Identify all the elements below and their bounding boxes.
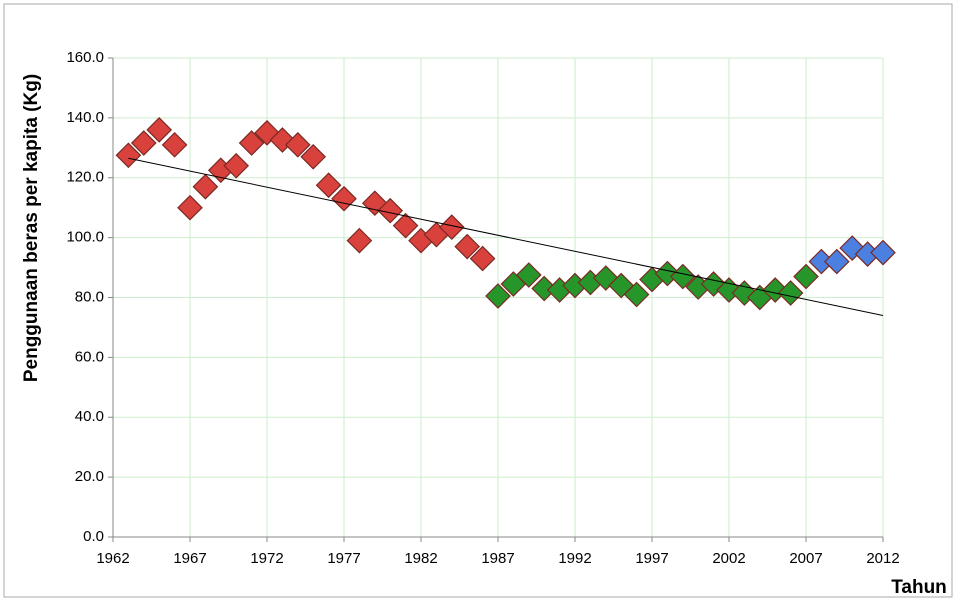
x-tick-label: 1962: [96, 550, 129, 567]
point: [192, 173, 219, 200]
y-tick-label: 0.0: [83, 528, 104, 545]
y-tick-label: 20.0: [75, 468, 104, 485]
x-tick-label: 1977: [327, 550, 360, 567]
point: [130, 130, 157, 156]
point: [469, 245, 496, 272]
point: [346, 227, 373, 254]
point: [284, 131, 311, 158]
point: [177, 194, 203, 221]
x-axis-title: Tahun: [891, 577, 947, 598]
x-tick-label: 1972: [250, 550, 283, 567]
y-tick-label: 60.0: [75, 348, 104, 365]
x-tick-label: 1987: [481, 550, 514, 567]
frame: [3, 3, 953, 598]
point: [300, 143, 327, 170]
x-tick-label: 2007: [789, 550, 822, 567]
point: [377, 197, 404, 224]
y-tick-label: 40.0: [75, 408, 104, 425]
point: [146, 117, 173, 143]
point: [777, 280, 804, 306]
y-tick-label: 120.0: [66, 169, 104, 186]
x-tick-label: 2012: [866, 550, 899, 567]
point: [485, 283, 511, 309]
y-tick-label: 140.0: [66, 109, 104, 126]
point: [454, 233, 481, 260]
y-tick-label: 100.0: [66, 229, 104, 246]
point: [623, 281, 650, 308]
y-tick-label: 80.0: [75, 288, 104, 305]
x-tick-label: 1967: [173, 550, 206, 567]
point: [315, 172, 342, 199]
point: [793, 263, 819, 290]
point: [392, 212, 419, 239]
y-tick-label: 160.0: [66, 49, 104, 66]
y-axis-title: Penggunaan beras per kapita (Kg): [21, 74, 42, 382]
point: [870, 239, 896, 266]
point: [823, 248, 850, 275]
point: [531, 275, 558, 302]
point: [161, 131, 188, 158]
point: [515, 262, 542, 288]
x-tick-label: 1992: [558, 550, 591, 567]
x-tick-label: 2002: [712, 550, 745, 567]
point: [115, 142, 142, 169]
x-tick-label: 1997: [635, 550, 668, 567]
point: [438, 214, 465, 240]
point: [223, 152, 250, 179]
point: [238, 130, 265, 156]
trendline: [128, 157, 884, 316]
x-tick-label: 1982: [404, 550, 437, 567]
